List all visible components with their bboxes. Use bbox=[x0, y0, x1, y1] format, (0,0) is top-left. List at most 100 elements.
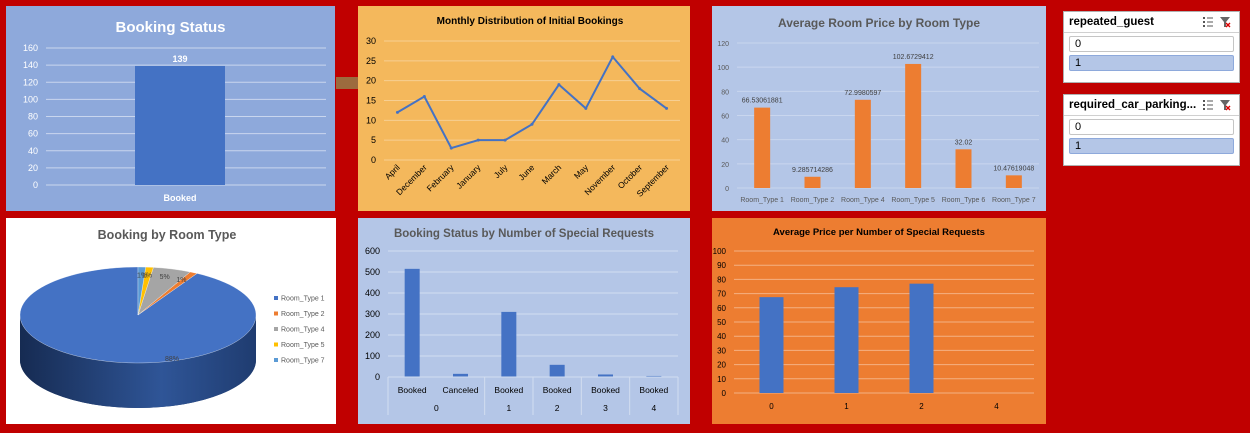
bar bbox=[854, 99, 871, 188]
x-tick-label: Room_Type 6 bbox=[942, 197, 986, 204]
y-tick-label: 0 bbox=[725, 186, 729, 193]
chart-svg: Average Room Price by Room Type 0 20 40 60 80… bbox=[712, 6, 1046, 211]
chart-svg: Booking Status 0 20 40 60 80 100 120 140 160 139 Bo… bbox=[6, 6, 335, 211]
x-tick-label: Booked bbox=[591, 385, 620, 395]
x-tick-label: Room_Type 2 bbox=[791, 197, 835, 204]
bar bbox=[404, 268, 420, 377]
x-tick-label: Canceled bbox=[443, 385, 479, 395]
data-label: 88% bbox=[165, 356, 179, 363]
y-tick-label: 70 bbox=[717, 290, 726, 299]
y-tick-label: 20 bbox=[721, 162, 729, 169]
x-tick-label: Booked bbox=[639, 385, 668, 395]
y-tick-label: 100 bbox=[23, 94, 38, 104]
y-tick-label: 50 bbox=[717, 318, 726, 327]
y-tick-label: 90 bbox=[717, 261, 726, 270]
data-point bbox=[530, 122, 534, 126]
data-label: 1% bbox=[142, 273, 152, 280]
data-label: 139 bbox=[172, 54, 187, 64]
slicer-title: repeated_guest bbox=[1069, 16, 1155, 28]
y-tick-label: 30 bbox=[366, 36, 376, 46]
y-tick-label: 120 bbox=[23, 77, 38, 87]
bar bbox=[501, 311, 517, 377]
y-tick-label: 5 bbox=[371, 135, 376, 145]
slicer-item-selected[interactable]: 1 bbox=[1069, 55, 1234, 71]
data-label: 9.285714286 bbox=[792, 167, 833, 174]
x-tick-label: 0 bbox=[769, 402, 774, 411]
x-tick-label: Room_Type 5 bbox=[891, 197, 935, 204]
y-tick-label: 80 bbox=[717, 275, 726, 284]
pie-side bbox=[20, 315, 256, 408]
chart-title: Booking by Room Type bbox=[98, 228, 237, 242]
booking-status-chart: Booking Status 0 20 40 60 80 100 120 140 160 139 Bo… bbox=[6, 6, 335, 211]
data-label: 1% bbox=[176, 277, 186, 284]
avg-price-per-special-requests-chart: Average Price per Number of Special Requ… bbox=[712, 218, 1046, 424]
y-tick-label: 0 bbox=[371, 155, 376, 165]
legend-marker bbox=[274, 327, 278, 331]
data-point bbox=[665, 106, 669, 110]
group-label: 2 bbox=[555, 403, 560, 413]
chart-title: Booking Status bbox=[115, 19, 225, 36]
y-tick-label: 300 bbox=[365, 309, 380, 319]
clear-filter-icon[interactable] bbox=[1220, 100, 1231, 111]
data-point bbox=[638, 87, 642, 91]
x-tick-label: Room_Type 4 bbox=[841, 197, 885, 204]
data-point bbox=[476, 138, 480, 142]
x-tick-label: Booked bbox=[543, 385, 572, 395]
bar bbox=[955, 149, 972, 188]
y-tick-label: 40 bbox=[721, 138, 729, 145]
bar bbox=[453, 373, 468, 377]
multi-select-icon[interactable] bbox=[1203, 17, 1213, 27]
data-label: 32.02 bbox=[955, 139, 973, 146]
slicer-header: repeated_guest bbox=[1064, 12, 1239, 33]
y-tick-label: 500 bbox=[365, 267, 380, 277]
y-tick-label: 60 bbox=[721, 114, 729, 121]
slicer-repeated-guest[interactable]: repeated_guest 0 1 bbox=[1063, 11, 1240, 83]
y-tick-label: 0 bbox=[722, 389, 727, 398]
x-tick-label: 1 bbox=[844, 402, 849, 411]
y-tick-label: 0 bbox=[33, 180, 38, 190]
bar bbox=[905, 63, 922, 189]
legend-marker bbox=[274, 311, 278, 316]
y-tick-label: 10 bbox=[717, 375, 726, 384]
y-tick-label: 20 bbox=[366, 76, 376, 86]
bar bbox=[759, 297, 784, 393]
data-point bbox=[449, 146, 453, 150]
y-tick-label: 600 bbox=[365, 246, 380, 256]
data-label: 72.9980597 bbox=[844, 90, 881, 97]
clear-filter-icon[interactable] bbox=[1220, 17, 1231, 28]
slicer-item[interactable]: 0 bbox=[1069, 36, 1234, 52]
chart-svg: Monthly Distribution of Initial Bookings… bbox=[358, 6, 690, 211]
multi-select-icon[interactable] bbox=[1203, 100, 1213, 110]
legend-marker bbox=[274, 342, 278, 347]
y-tick-label: 15 bbox=[366, 96, 376, 106]
monthly-distribution-chart: Monthly Distribution of Initial Bookings… bbox=[358, 6, 690, 211]
chart-svg: Booking by Room Type88%1%5%1%1%Room_Type… bbox=[6, 218, 336, 424]
chart-svg: Average Price per Number of Special Requ… bbox=[712, 218, 1046, 424]
x-tick-label: Room_Type 7 bbox=[992, 197, 1036, 204]
legend-entry: Room_Type 4 bbox=[281, 327, 325, 334]
y-tick-label: 25 bbox=[366, 56, 376, 66]
y-tick-label: 200 bbox=[365, 330, 380, 340]
x-tick-label: Booked bbox=[163, 193, 196, 203]
bar bbox=[1005, 175, 1022, 188]
data-label: 66.53061881 bbox=[742, 98, 783, 105]
chart-title: Average Room Price by Room Type bbox=[778, 16, 980, 30]
slicer-item-selected[interactable]: 1 bbox=[1069, 138, 1234, 154]
chart-title: Monthly Distribution of Initial Bookings bbox=[437, 16, 624, 27]
y-tick-label: 60 bbox=[717, 304, 726, 313]
x-tick-label: Booked bbox=[494, 385, 523, 395]
data-label: 102.6729412 bbox=[893, 54, 934, 61]
slicer-required-car-parking[interactable]: required_car_parking... 0 1 bbox=[1063, 94, 1240, 166]
legend-entry: Room_Type 7 bbox=[281, 358, 325, 365]
legend-marker bbox=[274, 358, 278, 362]
y-tick-label: 80 bbox=[28, 112, 38, 122]
y-tick-label: 120 bbox=[717, 41, 729, 48]
chart-background bbox=[358, 6, 690, 211]
slicer-header: required_car_parking... bbox=[1064, 95, 1239, 116]
bar bbox=[804, 176, 821, 188]
x-tick-label: 4 bbox=[994, 402, 999, 411]
data-label: 10.47619048 bbox=[993, 165, 1034, 172]
slicer-item[interactable]: 0 bbox=[1069, 119, 1234, 135]
x-tick-label: 2 bbox=[919, 402, 924, 411]
pie-slice bbox=[137, 266, 146, 316]
